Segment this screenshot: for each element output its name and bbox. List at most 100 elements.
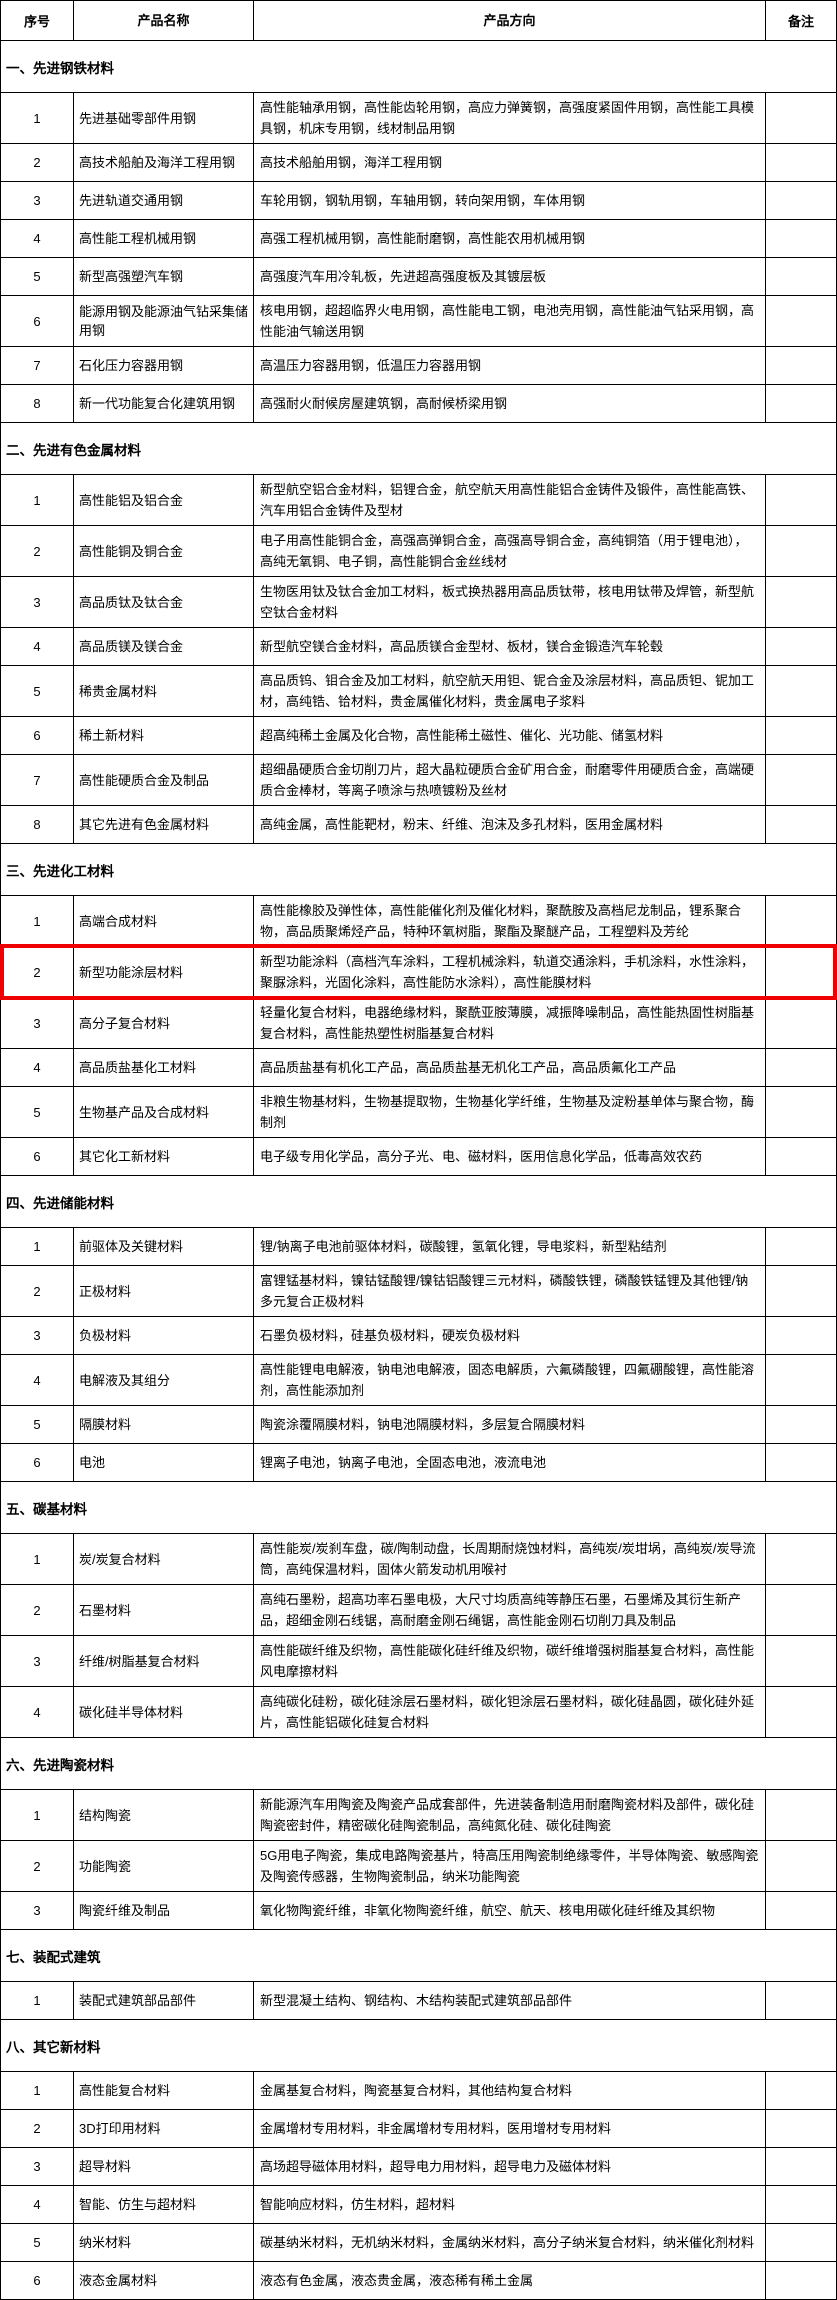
section-title-row: 七、装配式建筑: [1, 1930, 836, 1982]
table-row: 1 高性能复合材料 金属基复合材料，陶瓷基复合材料，其他结构复合材料: [1, 2072, 836, 2110]
table-row: 1 先进基础零部件用钢 高性能轴承用钢，高性能齿轮用钢，高应力弹簧钢，高强度紧固件用…: [1, 93, 836, 144]
cell-seq-text: 2: [33, 543, 41, 559]
cell-seq: 5: [1, 1087, 74, 1137]
cell-remark: [766, 1534, 836, 1584]
cell-seq: 6: [1, 296, 74, 346]
table-row: 8 新一代功能复合化建筑用钢 高强耐火耐候房屋建筑钢，高耐候桥梁用钢: [1, 385, 836, 423]
cell-remark: [766, 2110, 836, 2147]
cell-seq: 5: [1, 1406, 74, 1443]
cell-product-name: 智能、仿生与超材料: [74, 2186, 254, 2223]
cell-seq: 2: [1, 526, 74, 576]
cell-product-name-text: 高性能铝及铝合金: [79, 492, 184, 508]
cell-seq-text: 3: [33, 1903, 41, 1918]
cell-product-direction-text: 高强度汽车用冷轧板，先进超高强度板及其镀层板: [260, 269, 547, 284]
table-row: 6 能源用钢及能源油气钻采集储用钢 核电用钢，超超临界火电用钢，高性能电工钢，电池壳…: [1, 296, 836, 347]
cell-product-direction: 金属基复合材料，陶瓷基复合材料，其他结构复合材料: [254, 2072, 766, 2109]
cell-seq: 1: [1, 896, 74, 946]
table-row: 4 高性能工程机械用钢 高强工程机械用钢，高性能耐磨钢，高性能农用机械用钢: [1, 220, 836, 258]
cell-product-direction: 高场超导磁体用材料，超导电力用材料，超导电力及磁体材料: [254, 2148, 766, 2185]
cell-product-direction: 高性能炭/炭刹车盘，碳/陶制动盘，长周期耐烧蚀材料，高纯炭/炭坩埚，高纯炭/炭导…: [254, 1534, 766, 1584]
cell-product-direction: 高性能碳纤维及织物，高性能碳化硅纤维及织物，碳纤维增强树脂基复合材料，高性能风电…: [254, 1636, 766, 1686]
cell-product-name-text: 高品质镁及镁合金: [79, 639, 184, 654]
cell-seq: 6: [1, 2262, 74, 2299]
cell-product-name-text: 陶瓷纤维及制品: [79, 1903, 171, 1918]
cell-seq: 1: [1, 1534, 74, 1584]
cell-product-direction: 金属增材专用材料，非金属增材专用材料，医用增材专用材料: [254, 2110, 766, 2147]
cell-product-direction: 电子级专用化学品，高分子光、电、磁材料，医用信息化学品，低毒高效农药: [254, 1138, 766, 1175]
cell-product-direction-text: 高性能炭/炭刹车盘，碳/陶制动盘，长周期耐烧蚀材料，高纯炭/炭坩埚，高纯炭/炭导…: [260, 1541, 756, 1577]
cell-remark: [766, 628, 836, 665]
cell-product-direction-text: 生物医用钛及钛合金加工材料，板式换热器用高品质钛带，核电用钛带及焊管，新型航空钛…: [260, 584, 755, 620]
cell-remark: [766, 1266, 836, 1316]
cell-seq: 3: [1, 577, 74, 627]
cell-product-direction: 高技术船舶用钢，海洋工程用钢: [254, 144, 766, 181]
cell-seq: 4: [1, 2186, 74, 2223]
table-row: 3 先进轨道交通用钢 车轮用钢，钢轨用钢，车轴用钢，转向架用钢，车体用钢: [1, 182, 836, 220]
cell-seq: 1: [1, 475, 74, 525]
cell-product-name-text: 碳化硅半导体材料: [79, 1704, 184, 1720]
cell-seq: 2: [1, 1841, 74, 1891]
cell-product-name-text: 高性能复合材料: [79, 2083, 171, 2098]
cell-seq: 3: [1, 1636, 74, 1686]
cell-seq: 4: [1, 220, 74, 257]
table-row: 3 超导材料 高场超导磁体用材料，超导电力用材料，超导电力及磁体材料: [1, 2148, 836, 2186]
cell-product-direction: 新能源汽车用陶瓷及陶瓷产品成套部件，先进装备制造用耐磨陶瓷材料及部件，碳化硅陶瓷…: [254, 1790, 766, 1840]
cell-product-direction-text: 电子用高性能铜合金，高强高弹铜合金，高强高导铜合金，高纯铜箔（用于锂电池），高纯…: [260, 533, 748, 569]
table-row: 2 功能陶瓷 5G用电子陶瓷，集成电路陶瓷基片，特高压用陶瓷制绝缘零件，半导体陶瓷、…: [1, 1841, 836, 1892]
cell-seq-text: 1: [33, 110, 41, 126]
cell-product-direction: 锂离子电池，钠离子电池，全固态电池，液流电池: [254, 1444, 766, 1481]
cell-seq: 1: [1, 1228, 74, 1265]
cell-remark: [766, 1841, 836, 1891]
cell-product-name-text: 负极材料: [79, 1328, 132, 1343]
cell-product-name: 石化压力容器用钢: [74, 347, 254, 384]
table-row: 5 稀贵金属材料 高品质钨、钼合金及加工材料，航空航天用钽、铌合金及涂层材料，高品质…: [1, 666, 836, 717]
cell-product-direction-text: 金属增材专用材料，非金属增材专用材料，医用增材专用材料: [260, 2121, 612, 2136]
cell-product-direction-text: 电子级专用化学品，高分子光、电、磁材料，医用信息化学品，低毒高效农药: [260, 1149, 703, 1164]
cell-remark: [766, 998, 836, 1048]
table-row: 2 正极材料 富锂锰基材料，镍钴锰酸锂/镍钴铝酸锂三元材料，磷酸铁锂，磷酸铁锰锂及其…: [1, 1266, 836, 1317]
cell-product-direction: 超细晶硬质合金切削刀片，超大晶粒硬质合金矿用合金，耐磨零件用硬质合金，高端硬质合…: [254, 755, 766, 805]
cell-seq-text: 1: [33, 1551, 41, 1567]
cell-product-direction-text: 核电用钢，超超临界火电用钢，高性能电工钢，电池壳用钢，高性能油气钻采用钢，高性能…: [260, 303, 755, 339]
cell-product-name-text: 正极材料: [79, 1283, 132, 1299]
table-row: 3 高分子复合材料 轻量化复合材料，电器绝缘材料，聚酰亚胺薄膜，减振降噪制品，高性能…: [1, 998, 836, 1049]
cell-seq-text: 3: [33, 193, 41, 208]
cell-product-direction: 高品质钨、钼合金及加工材料，航空航天用钽、铌合金及涂层材料，高品质钽、铌加工材，…: [254, 666, 766, 716]
table-row: 4 电解液及其组分 高性能锂电电解液，钠电池电解液，固态电解质，六氟磷酸锂，四氟硼酸…: [1, 1355, 836, 1406]
cell-remark: [766, 1982, 836, 2019]
cell-product-direction: 高纯石墨粉，超高功率石墨电极，大尺寸均质高纯等静压石墨，石墨烯及其衍生新产品，超…: [254, 1585, 766, 1635]
cell-product-name-text: 石化压力容器用钢: [79, 358, 184, 373]
cell-product-direction-text: 高强耐火耐候房屋建筑钢，高耐候桥梁用钢: [260, 396, 508, 411]
cell-seq: 2: [1, 2110, 74, 2147]
cell-product-name-text: 稀土新材料: [79, 728, 145, 743]
cell-product-direction: 超高纯稀土金属及化合物，高性能稀土磁性、催化、光功能、储氢材料: [254, 717, 766, 754]
cell-product-direction: 高强度汽车用冷轧板，先进超高强度板及其镀层板: [254, 258, 766, 295]
cell-product-direction: 富锂锰基材料，镍钴锰酸锂/镍钴铝酸锂三元材料，磷酸铁锂，磷酸铁锰锂及其他锂/钠多…: [254, 1266, 766, 1316]
cell-seq-text: 5: [33, 2235, 41, 2250]
cell-product-direction-text: 新型航空镁合金材料，高品质镁合金型材、板材，镁合金锻造汽车轮毂: [260, 639, 664, 654]
cell-remark: [766, 1138, 836, 1175]
cell-product-direction-text: 轻量化复合材料，电器绝缘材料，聚酰亚胺薄膜，减振降噪制品，高性能热固性树脂基复合…: [260, 1005, 755, 1041]
table-row: 5 生物基产品及合成材料 非粮生物基材料，生物基提取物，生物基化学纤维，生物基及淀粉…: [1, 1087, 836, 1138]
cell-product-direction-text: 高性能橡胶及弹性体，高性能催化剂及催化材料，聚酰胺及高档尼龙制品，锂系聚合物，高…: [260, 903, 742, 939]
cell-seq: 3: [1, 998, 74, 1048]
cell-product-name-text: 隔膜材料: [79, 1417, 132, 1432]
cell-product-name: 高品质钛及钛合金: [74, 577, 254, 627]
cell-product-name-text: 高品质盐基化工材料: [79, 1060, 197, 1075]
cell-remark: [766, 1585, 836, 1635]
cell-product-name: 石墨材料: [74, 1585, 254, 1635]
cell-product-direction-text: 高品质钨、钼合金及加工材料，航空航天用钽、铌合金及涂层材料，高品质钽、铌加工材，…: [260, 673, 755, 709]
cell-product-name-text: 高端合成材料: [79, 913, 158, 929]
cell-product-name: 高性能硬质合金及制品: [74, 755, 254, 805]
cell-seq: 6: [1, 1444, 74, 1481]
cell-product-direction-text: 高技术船舶用钢，海洋工程用钢: [260, 155, 443, 170]
cell-product-name: 先进轨道交通用钢: [74, 182, 254, 219]
cell-product-name: 高品质镁及镁合金: [74, 628, 254, 665]
cell-product-direction-text: 高温压力容器用钢，低温压力容器用钢: [260, 358, 482, 373]
header-label-direction: 产品方向: [483, 13, 536, 28]
cell-product-name: 高性能复合材料: [74, 2072, 254, 2109]
cell-product-name-text: 电池: [79, 1455, 106, 1470]
cell-product-direction: 车轮用钢，钢轨用钢，车轴用钢，转向架用钢，车体用钢: [254, 182, 766, 219]
cell-product-name: 隔膜材料: [74, 1406, 254, 1443]
